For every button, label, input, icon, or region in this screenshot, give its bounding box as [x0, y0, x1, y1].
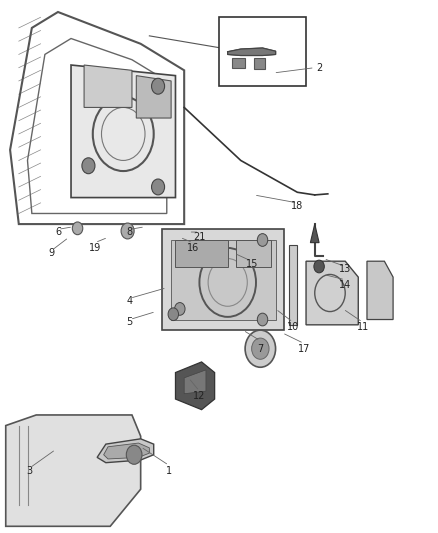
Polygon shape	[171, 240, 276, 319]
Polygon shape	[228, 48, 276, 55]
Circle shape	[82, 158, 95, 174]
Polygon shape	[176, 240, 228, 266]
Polygon shape	[136, 76, 171, 118]
Circle shape	[257, 233, 268, 246]
Text: 19: 19	[89, 243, 101, 253]
Text: 4: 4	[127, 296, 133, 306]
Text: 9: 9	[48, 248, 54, 259]
Circle shape	[121, 223, 134, 239]
Circle shape	[168, 308, 179, 320]
Polygon shape	[237, 240, 271, 266]
Text: 5: 5	[127, 317, 133, 327]
Text: 21: 21	[193, 232, 205, 243]
Text: 3: 3	[27, 466, 33, 475]
Circle shape	[152, 78, 165, 94]
Circle shape	[152, 179, 165, 195]
Polygon shape	[306, 261, 358, 325]
Circle shape	[175, 303, 185, 316]
Text: 10: 10	[287, 322, 299, 333]
Polygon shape	[311, 224, 319, 243]
Circle shape	[257, 313, 268, 326]
Text: 1: 1	[166, 466, 172, 475]
Polygon shape	[71, 65, 176, 198]
Text: 15: 15	[245, 259, 258, 269]
Text: 2: 2	[316, 63, 322, 72]
Polygon shape	[6, 415, 141, 526]
Polygon shape	[104, 443, 149, 459]
Circle shape	[252, 338, 269, 359]
Polygon shape	[97, 439, 154, 463]
Text: 6: 6	[55, 227, 61, 237]
Polygon shape	[84, 65, 132, 108]
Text: 7: 7	[257, 344, 264, 354]
Polygon shape	[162, 229, 284, 330]
Text: 14: 14	[339, 280, 351, 290]
Bar	[232, 58, 245, 68]
Text: 12: 12	[193, 391, 205, 401]
Text: 11: 11	[357, 322, 369, 333]
Text: 17: 17	[298, 344, 310, 354]
Text: 18: 18	[291, 200, 304, 211]
Bar	[254, 58, 265, 69]
Circle shape	[314, 260, 324, 273]
Bar	[219, 17, 306, 86]
Circle shape	[245, 330, 276, 367]
Polygon shape	[367, 261, 393, 319]
Polygon shape	[289, 245, 297, 325]
Text: 8: 8	[127, 227, 133, 237]
Text: 16: 16	[187, 243, 199, 253]
Polygon shape	[184, 370, 206, 394]
Polygon shape	[176, 362, 215, 410]
Text: 13: 13	[339, 264, 351, 274]
Circle shape	[72, 222, 83, 235]
Circle shape	[126, 445, 142, 464]
